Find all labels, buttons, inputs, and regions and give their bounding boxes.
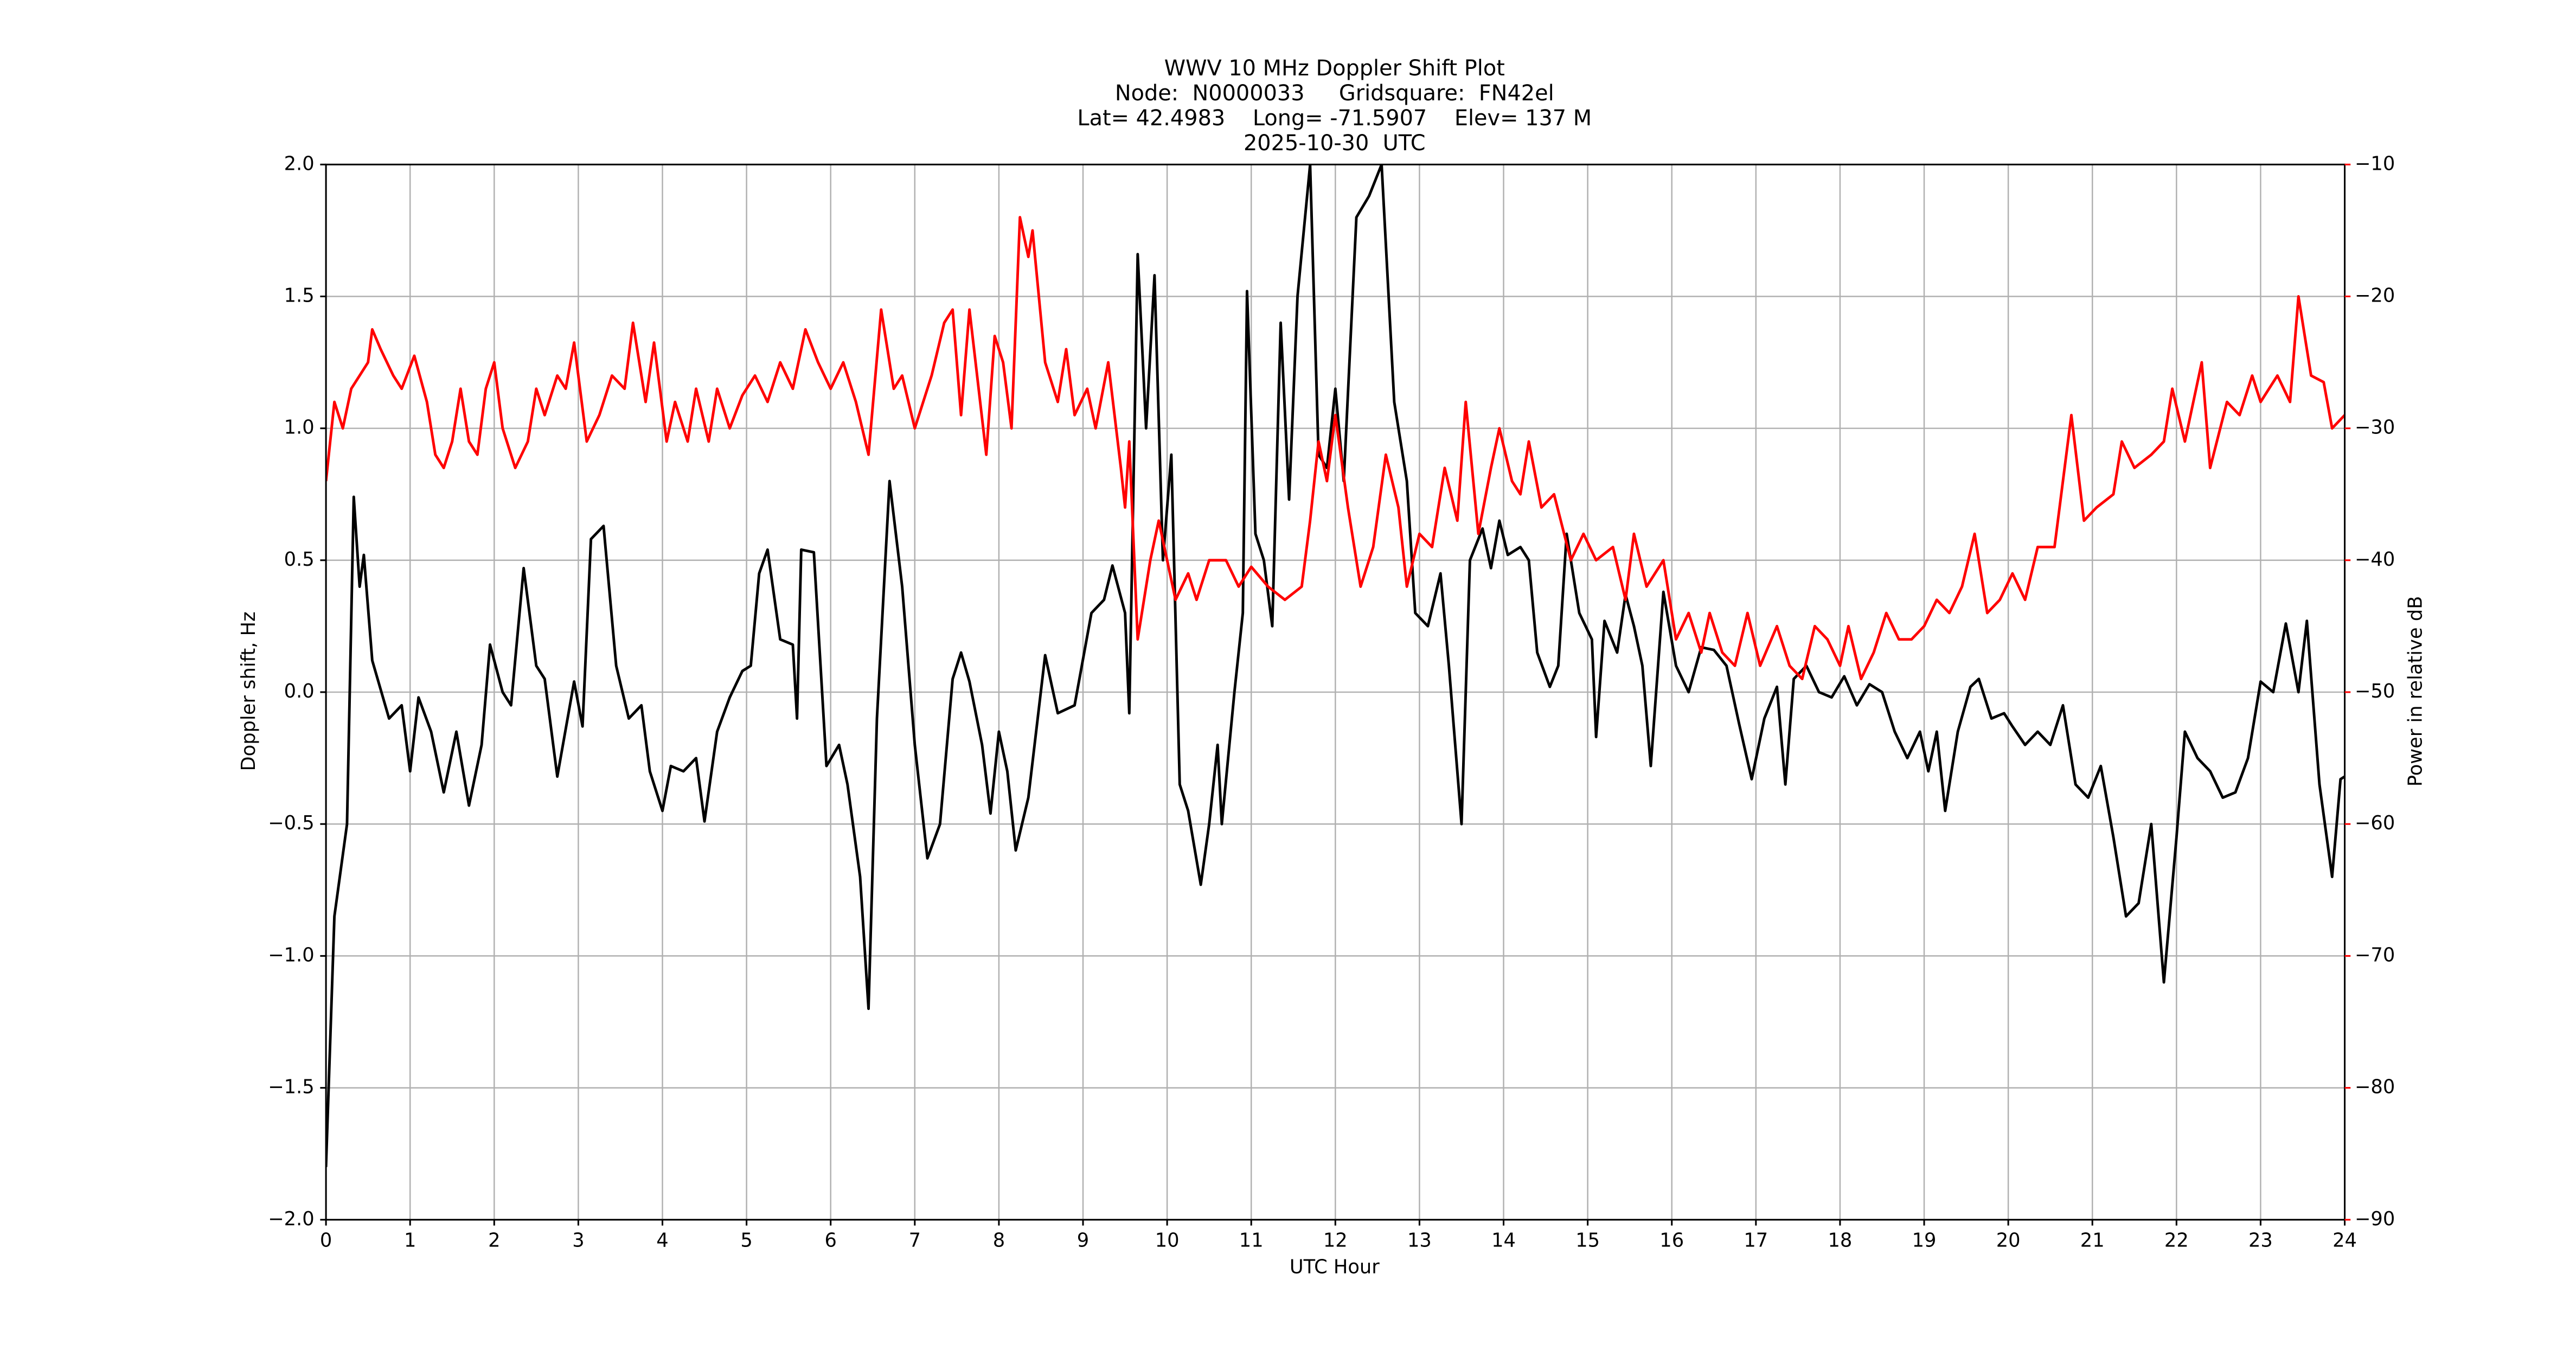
x-tick-label: 22 — [2164, 1230, 2189, 1252]
y2-tick-label: −70 — [2355, 944, 2395, 966]
x-tick-label: 12 — [1323, 1230, 1348, 1252]
x-tick-label: 23 — [2248, 1230, 2273, 1252]
y-tick-label: 1.0 — [284, 417, 315, 439]
chart-title: WWV 10 MHz Doppler Shift Plot — [1164, 56, 1505, 81]
x-tick-label: 21 — [2080, 1230, 2105, 1252]
x-tick-label: 5 — [740, 1230, 752, 1252]
y2-tick-label: −80 — [2355, 1076, 2395, 1098]
x-tick-label: 11 — [1239, 1230, 1264, 1252]
x-axis-label: UTC Hour — [1290, 1256, 1380, 1278]
y-tick-label: −0.5 — [268, 812, 315, 834]
series-line — [326, 164, 2345, 1167]
y-tick-label: 1.5 — [284, 284, 315, 306]
y-axis-label: Doppler shift, Hz — [238, 612, 260, 771]
x-tick-label: 17 — [1744, 1230, 1768, 1252]
x-tick-label: 1 — [404, 1230, 416, 1252]
y2-tick-label: −60 — [2355, 812, 2395, 834]
y2-tick-label: −50 — [2355, 680, 2395, 702]
x-tick-label: 15 — [1575, 1230, 1600, 1252]
y-tick-label: −1.5 — [268, 1076, 315, 1098]
y2-tick-label: −90 — [2355, 1208, 2395, 1230]
x-tick-label: 20 — [1996, 1230, 2021, 1252]
y2-tick-label: −30 — [2355, 417, 2395, 439]
x-tick-label: 16 — [1659, 1230, 1684, 1252]
y-tick-label: −2.0 — [268, 1208, 315, 1230]
y-tick-label: 0.0 — [284, 680, 315, 702]
x-tick-label: 14 — [1491, 1230, 1516, 1252]
y-tick-label: −1.0 — [268, 944, 315, 966]
chart-subtitle: Lat= 42.4983 Long= -71.5907 Elev= 137 M — [1077, 106, 1592, 131]
x-tick-label: 6 — [824, 1230, 836, 1252]
series-line — [326, 216, 2345, 681]
x-tick-label: 2 — [488, 1230, 500, 1252]
y2-tick-label: −40 — [2355, 548, 2395, 571]
chart-subtitle: Node: N0000033 Gridsquare: FN42el — [1115, 81, 1554, 106]
x-tick-label: 24 — [2333, 1230, 2357, 1252]
x-tick-label: 3 — [572, 1230, 584, 1252]
y-tick-label: 2.0 — [284, 152, 315, 175]
y2-axis-label: Power in relative dB — [2404, 596, 2426, 787]
y2-tick-label: −10 — [2355, 152, 2395, 175]
x-tick-label: 8 — [993, 1230, 1005, 1252]
x-tick-label: 9 — [1077, 1230, 1089, 1252]
y2-tick-label: −20 — [2355, 284, 2395, 306]
x-tick-label: 10 — [1155, 1230, 1180, 1252]
x-tick-label: 7 — [909, 1230, 921, 1252]
x-tick-label: 0 — [320, 1230, 332, 1252]
y-tick-label: 0.5 — [284, 548, 315, 571]
chart-subtitle: 2025-10-30 UTC — [1244, 131, 1426, 156]
x-tick-label: 4 — [656, 1230, 668, 1252]
x-tick-label: 13 — [1407, 1230, 1432, 1252]
x-tick-label: 18 — [1828, 1230, 1853, 1252]
x-tick-label: 19 — [1912, 1230, 1937, 1252]
